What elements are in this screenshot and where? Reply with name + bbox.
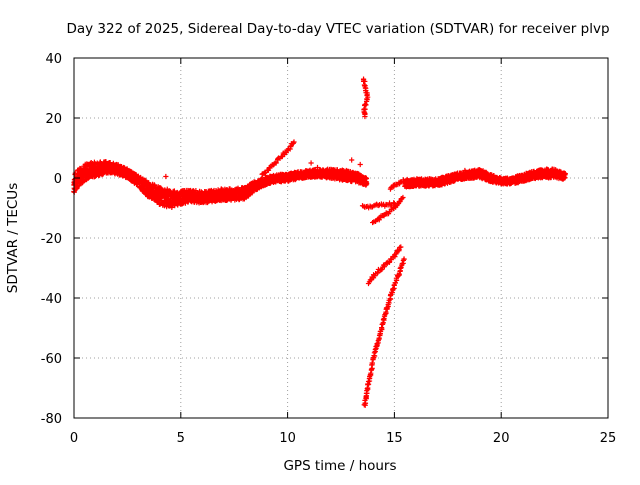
data-point [74,185,80,191]
data-point [369,360,375,366]
data-point [308,160,314,166]
data-point [391,200,397,206]
data-point [362,113,368,120]
y-tick-label: -20 [41,232,62,247]
y-tick-label: 20 [45,112,62,127]
y-tick-label: -80 [41,412,62,427]
data-point [163,173,169,180]
y-tick-labels: -80 -60 -40 -20 0 20 40 [41,52,62,427]
data-series [71,76,568,408]
data-point [364,180,370,186]
series-6 [369,194,406,226]
x-tick-label: 0 [70,431,78,446]
x-tick-label: 10 [279,431,296,446]
series-1 [402,166,568,190]
series-2 [259,139,297,177]
x-tick-label: 25 [600,431,617,446]
data-point [562,171,568,177]
x-tick-labels: 0 5 10 15 20 25 [70,431,616,446]
series-4 [361,256,407,408]
y-tick-label: -40 [41,292,62,307]
data-point [372,346,378,353]
data-point [291,139,297,145]
data-point [400,194,406,201]
y-tick-label: -60 [41,352,62,367]
data-point [462,167,468,174]
series-3 [360,76,371,120]
data-point [396,271,402,277]
data-point [314,164,321,171]
x-tick-label: 5 [177,431,185,446]
data-point [398,244,404,250]
x-tick-label: 15 [386,431,403,446]
y-tick-label: 40 [45,52,62,67]
data-point [349,157,355,163]
series-5 [365,244,404,287]
grid [74,58,608,418]
data-point [357,161,363,168]
series-8 [387,176,410,192]
series-0 [71,159,370,210]
series-9 [163,157,468,180]
data-point [368,370,374,376]
x-tick-label: 20 [493,431,510,446]
x-axis-label: GPS time / hours [283,458,396,474]
axis-ticks [73,57,609,419]
data-point [383,210,389,216]
data-point [262,170,268,176]
data-point [404,176,410,183]
series-7 [359,200,397,211]
y-tick-label: 0 [54,172,62,187]
data-point [391,200,397,207]
data-point [376,202,382,209]
data-point [374,341,380,347]
chart-title: Day 322 of 2025, Sidereal Day-to-day VTE… [66,21,609,37]
data-point [401,256,407,262]
y-axis-label: SDTVAR / TECUs [5,183,21,293]
data-point [378,325,385,331]
